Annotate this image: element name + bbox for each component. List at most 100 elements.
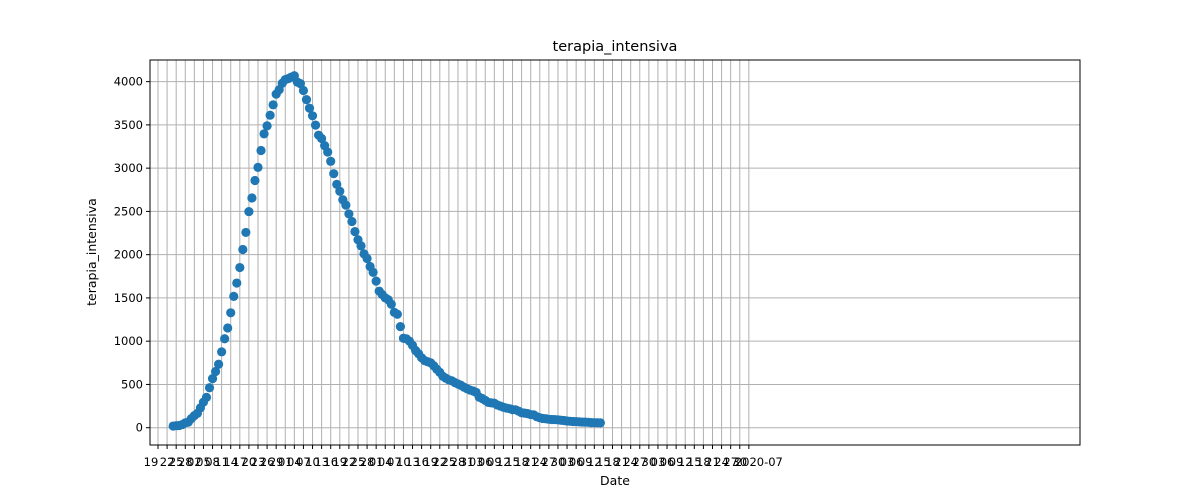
x-axis-label: Date [600, 473, 630, 488]
x-tick-label: 24 [532, 455, 547, 469]
data-point [326, 156, 336, 166]
data-point [335, 186, 345, 196]
x-tick-label: 07 [387, 455, 402, 469]
data-point [229, 291, 239, 301]
data-point [310, 120, 321, 130]
x-tick-label: 28 [360, 455, 375, 469]
x-tick-label: 18 [605, 455, 620, 469]
x-tick-label: 21 [614, 455, 629, 469]
x-tick-label: 01 [369, 455, 384, 469]
x-tick-label: 24 [714, 455, 729, 469]
x-tick-label: 23 [251, 455, 266, 469]
data-point [214, 359, 224, 369]
data-point [250, 175, 260, 186]
x-tick-label: 03 [469, 455, 484, 469]
data-point [386, 299, 396, 309]
x-tick-label: 27 [542, 455, 557, 469]
x-tick-label: 11 [214, 455, 229, 469]
x-tick-label: 14 [223, 455, 238, 469]
plot-frame [149, 59, 1081, 446]
x-tick-label: 06 [660, 455, 675, 469]
data-point [307, 111, 318, 121]
data-point [347, 216, 357, 227]
data-point [204, 383, 215, 393]
x-tick-label: 25 [442, 455, 457, 469]
data-point [247, 193, 257, 203]
x-tick-label: 27 [632, 455, 647, 469]
x-tick-label: 25 [351, 455, 366, 469]
x-tick-label: 13 [405, 455, 420, 469]
x-tick-label: 15 [596, 455, 611, 469]
x-tick-label: 20 [242, 455, 257, 469]
x-tick-label: 19 [423, 455, 438, 469]
x-tick-label: 27 [723, 455, 738, 469]
data-point [329, 169, 339, 179]
y-tick-label: 3000 [114, 161, 143, 175]
y-tick-label: 2000 [114, 248, 143, 262]
x-tick-label: 26 [260, 455, 275, 469]
x-tick-label: 18 [514, 455, 529, 469]
data-point [262, 121, 272, 131]
data-point [304, 103, 315, 113]
x-tick-label: 06 [569, 455, 584, 469]
data-point [395, 322, 405, 332]
x-tick-label: 30 [551, 455, 566, 469]
data-point [344, 209, 354, 219]
x-tick-label: 28 [178, 455, 193, 469]
x-tick-label: 17 [232, 455, 247, 469]
data-point [241, 227, 251, 238]
data-point [201, 392, 212, 402]
x-tick-label: 13 [314, 455, 329, 469]
x-tick-label: 28 [451, 455, 466, 469]
data-point [350, 226, 360, 237]
data-point [259, 129, 269, 139]
data-point [244, 206, 254, 217]
y-tick-label: 3500 [114, 118, 143, 132]
x-tick-label: 22 [432, 455, 447, 469]
y-tick-label: 2500 [114, 204, 143, 218]
x-tick-label: 12 [496, 455, 511, 469]
x-tick-label: 05 [196, 455, 211, 469]
x-tick-label: 21 [705, 455, 720, 469]
data-point [298, 85, 309, 96]
y-tick-label: 4000 [114, 75, 143, 89]
x-tick-label: 09 [487, 455, 502, 469]
y-tick-label: 1500 [114, 291, 143, 305]
x-tick-label: 01 [278, 455, 293, 469]
y-tick-label: 500 [121, 377, 143, 391]
x-tick-label: 19 [332, 455, 347, 469]
data-point [256, 145, 266, 156]
data-point [268, 100, 278, 110]
x-tick-label: 15 [687, 455, 702, 469]
data-point [265, 110, 275, 120]
data-point [595, 418, 605, 428]
x-tick-label: 16 [323, 455, 338, 469]
x-tick-label: 08 [205, 455, 220, 469]
x-tick-label: 15 [505, 455, 520, 469]
data-point [301, 95, 312, 105]
data-point [226, 308, 236, 318]
y-axis-label: terapia_intensiva [84, 198, 99, 306]
x-tick-label: 03 [560, 455, 575, 469]
x-tick-label: 04 [378, 455, 393, 469]
data-point [356, 241, 366, 251]
x-tick-label: 09 [669, 455, 684, 469]
y-tick-label: 0 [136, 421, 143, 435]
x-tick-label: 25 [169, 455, 184, 469]
x-tick-label: 07 [296, 455, 311, 469]
points-layer [168, 71, 605, 431]
data-point [341, 200, 351, 210]
data-point [253, 162, 263, 172]
x-tick-label: 22 [342, 455, 357, 469]
x-tick-label: 10 [305, 455, 320, 469]
grid-layer [150, 60, 1080, 445]
x-tick-label: 03 [651, 455, 666, 469]
x-tick-label: 2020-07 [735, 455, 783, 469]
data-point [317, 133, 327, 144]
data-point [235, 262, 245, 273]
x-tick-label: 30 [732, 455, 747, 469]
y-tick-label: 1000 [114, 334, 143, 348]
x-tick-label: 31 [460, 455, 475, 469]
